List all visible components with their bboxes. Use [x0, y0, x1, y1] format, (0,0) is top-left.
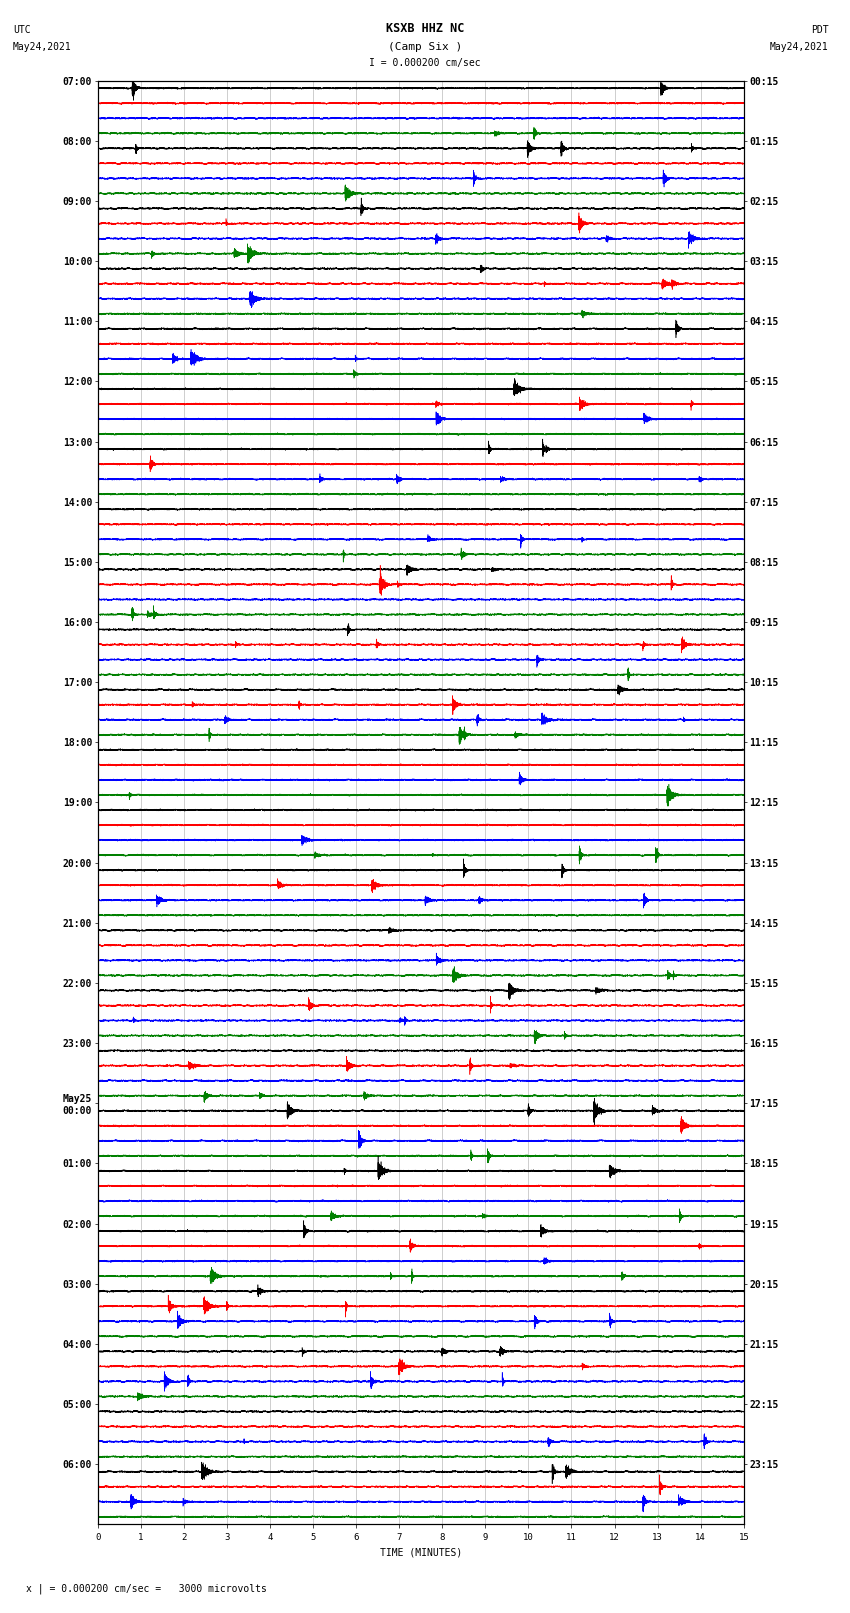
Text: I = 0.000200 cm/sec: I = 0.000200 cm/sec — [369, 58, 481, 68]
Text: x | = 0.000200 cm/sec =   3000 microvolts: x | = 0.000200 cm/sec = 3000 microvolts — [26, 1582, 266, 1594]
Text: UTC: UTC — [13, 26, 31, 35]
X-axis label: TIME (MINUTES): TIME (MINUTES) — [380, 1548, 462, 1558]
Text: (Camp Six ): (Camp Six ) — [388, 42, 462, 52]
Text: KSXB HHZ NC: KSXB HHZ NC — [386, 23, 464, 35]
Text: May24,2021: May24,2021 — [13, 42, 71, 52]
Text: May24,2021: May24,2021 — [770, 42, 829, 52]
Text: PDT: PDT — [811, 26, 829, 35]
